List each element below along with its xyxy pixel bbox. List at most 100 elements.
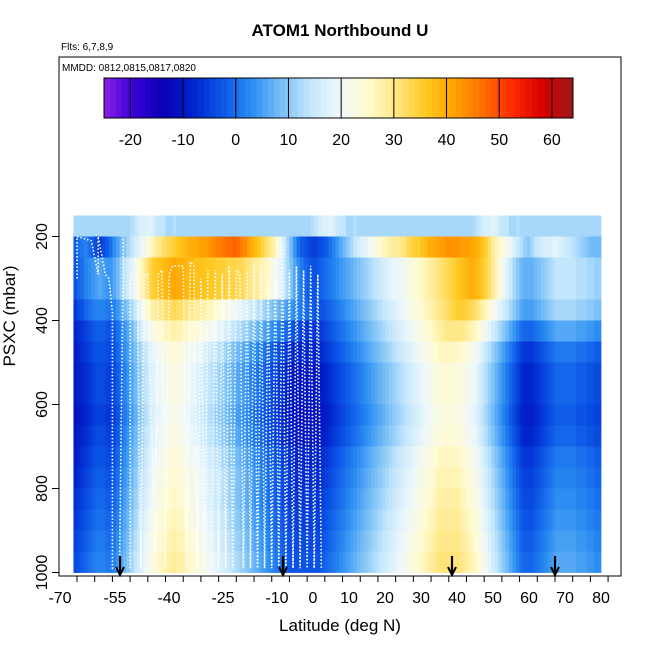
heatmap-cell [356, 320, 361, 342]
heatmap-cell [462, 509, 467, 531]
heatmap-cell [307, 446, 312, 468]
heatmap-cell [406, 509, 411, 531]
heatmap-cell [533, 383, 538, 405]
heatmap-cell [179, 551, 184, 573]
heatmap-cell [423, 341, 428, 363]
heatmap-cell [392, 257, 397, 279]
colorbar-swatch [397, 78, 404, 118]
heatmap-cell [123, 215, 127, 237]
colorbar-swatch [156, 78, 164, 118]
heatmap-cell [285, 257, 290, 279]
heatmap-cell [409, 488, 414, 510]
heatmap-cell [508, 551, 513, 573]
heatmap-cell [300, 530, 304, 552]
heatmap-cell [289, 467, 294, 489]
heatmap-cell [112, 404, 117, 426]
heatmap-cell [590, 467, 595, 489]
heatmap-cell [190, 467, 195, 489]
heatmap-cell [80, 257, 85, 279]
heatmap-cell [590, 299, 595, 321]
heatmap-cell [254, 530, 258, 552]
heatmap-cell [512, 362, 517, 384]
heatmap-cell [420, 257, 425, 279]
heatmap-cell [586, 551, 591, 573]
heatmap-cell [448, 215, 453, 237]
heatmap-cell [176, 383, 181, 405]
heatmap-cell [317, 404, 322, 426]
heatmap-cell [292, 509, 297, 531]
heatmap-cell [130, 425, 135, 447]
heatmap-cell [431, 215, 435, 237]
heatmap-cell [165, 551, 170, 573]
heatmap-cell [215, 425, 220, 447]
heatmap-cell [130, 362, 135, 384]
heatmap-cell [264, 278, 269, 300]
colorbar-swatch [139, 78, 146, 118]
heatmap-cell [179, 446, 184, 468]
x-tick-label: 60 [520, 590, 538, 607]
heatmap-cell [73, 383, 78, 405]
heatmap-cell [328, 257, 333, 279]
heatmap-cell [540, 383, 545, 405]
heatmap-cell [77, 530, 81, 552]
heatmap-cell [137, 320, 142, 342]
heatmap-cell [381, 362, 386, 384]
heatmap-cell [586, 488, 591, 510]
heatmap-cell [423, 551, 428, 573]
heatmap-cell [77, 215, 81, 237]
heatmap-cell [257, 467, 262, 489]
heatmap-cell [395, 467, 400, 489]
heatmap-cell [406, 551, 411, 573]
heatmap-cell [193, 488, 198, 510]
heatmap-cell [590, 530, 595, 552]
heatmap-cell [190, 425, 195, 447]
heatmap-cell [356, 236, 361, 258]
waypoint-arrowhead [115, 566, 125, 578]
heatmap-cell [94, 299, 99, 321]
heatmap-cell [243, 257, 248, 279]
heatmap-cell [363, 467, 368, 489]
heatmap-cell [144, 299, 149, 321]
heatmap-cell [328, 488, 333, 510]
heatmap-cell [87, 488, 92, 510]
heatmap-cell [140, 425, 145, 447]
heatmap-cell [530, 467, 535, 489]
colorbar-swatch [473, 78, 480, 118]
heatmap-cell [477, 425, 482, 447]
heatmap-cell [179, 299, 184, 321]
heatmap-cell [392, 341, 397, 363]
heatmap-cell [523, 551, 528, 573]
heatmap-cell [133, 467, 138, 489]
heatmap-cell [356, 383, 361, 405]
heatmap-cell [583, 509, 588, 531]
heatmap-cell [530, 446, 535, 468]
heatmap-cell [126, 404, 131, 426]
heatmap-cell [402, 530, 407, 552]
heatmap-cell [544, 341, 549, 363]
heatmap-cell [98, 509, 103, 531]
heatmap-cell [310, 236, 315, 258]
heatmap-cell [331, 341, 336, 363]
heatmap-cell [441, 383, 446, 405]
heatmap-cell [448, 236, 453, 258]
heatmap-cell [204, 467, 209, 489]
heatmap-cell [519, 446, 524, 468]
x-tick-label: -70 [48, 590, 71, 607]
heatmap-cell [261, 341, 266, 363]
heatmap-cell [236, 278, 241, 300]
heatmap-cell [505, 341, 510, 363]
heatmap-cell [431, 362, 435, 384]
heatmap-cell [519, 341, 524, 363]
heatmap-cell [123, 446, 127, 468]
heatmap-cell [519, 404, 524, 426]
heatmap-cell [360, 257, 365, 279]
heatmap-cell [448, 488, 453, 510]
heatmap-cell [105, 530, 110, 552]
heatmap-cell [91, 530, 96, 552]
heatmap-cell [94, 530, 99, 552]
heatmap-cell [115, 446, 120, 468]
heatmap-cell [597, 509, 602, 531]
heatmap-cell [562, 530, 566, 552]
heatmap-cell [236, 257, 241, 279]
heatmap-cell [101, 446, 106, 468]
